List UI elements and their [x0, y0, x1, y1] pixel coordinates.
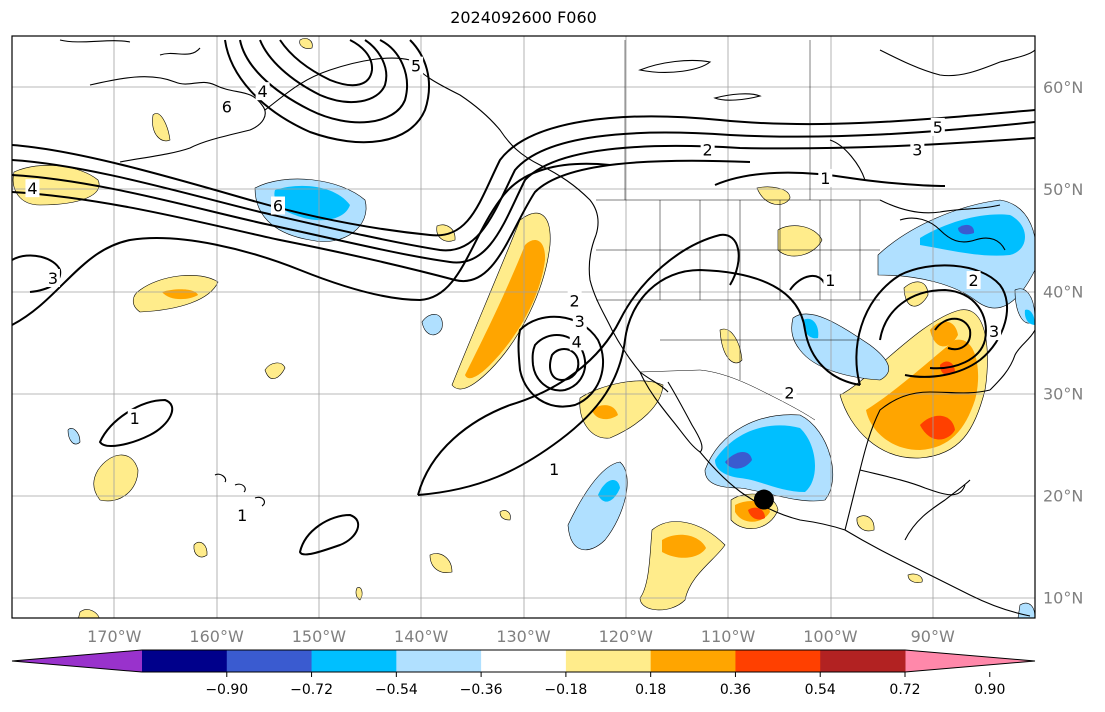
- contour-label: 4: [258, 82, 268, 101]
- contour-label-bg: [219, 97, 234, 116]
- contour-label-bg: [930, 117, 945, 136]
- contour-label: 1: [237, 506, 247, 525]
- colorbar-segment: [311, 650, 397, 672]
- contour-label-bg: [987, 322, 1002, 341]
- lat-label-40n: 40°N: [1043, 282, 1083, 301]
- contour-lines: [12, 39, 1035, 556]
- contour-label: 6: [222, 97, 232, 116]
- colorbar-tick-label: −0.18: [544, 682, 587, 698]
- longitude-labels: 170°W 160°W 150°W 140°W 130°W 120°W 110°W 100°W…: [87, 627, 955, 646]
- lon-label-110w: 110°W: [701, 627, 756, 646]
- contour-label: 3: [989, 322, 999, 341]
- lat-label-30n: 30°N: [1043, 384, 1083, 403]
- colorbar-tick-label: −0.54: [375, 682, 418, 698]
- contour-label-bg: [235, 505, 250, 524]
- contour-label-bg: [270, 196, 285, 215]
- lat-label-20n: 20°N: [1043, 486, 1083, 505]
- contour-label-bg: [782, 383, 797, 402]
- colorbar-extend-high: [905, 650, 1035, 672]
- colorbar-tick-label: 0.90: [974, 682, 1005, 698]
- shaded-negative-high: [725, 224, 975, 469]
- colorbar-tick-label: −0.90: [205, 682, 248, 698]
- contour-label: 3: [48, 269, 58, 288]
- contour-label: 1: [825, 271, 835, 290]
- contour-label: 1: [130, 409, 140, 428]
- lat-label-60n: 60°N: [1043, 78, 1083, 97]
- contour-label: 1: [549, 460, 559, 479]
- colorbar-tick-label: 0.36: [720, 682, 751, 698]
- colorbar-segment: [735, 650, 821, 672]
- colorbar-segment: [142, 650, 228, 672]
- contour-label-bg: [569, 332, 584, 351]
- colorbar-segment: [650, 650, 736, 672]
- lat-label-10n: 10°N: [1043, 589, 1083, 608]
- contour-label: 4: [27, 179, 37, 198]
- contour-label: 5: [411, 57, 421, 76]
- colorbar-extend-low: [12, 650, 142, 672]
- map-frame: [11, 35, 1036, 619]
- lon-label-120w: 120°W: [599, 627, 654, 646]
- colorbar-segment: [396, 650, 482, 672]
- contour-label: 3: [912, 140, 922, 159]
- storm-marker: [753, 489, 774, 510]
- map-title: 2024092600 F060: [450, 8, 597, 27]
- contour-label-bg: [572, 311, 587, 330]
- contour-label-bg: [818, 168, 833, 187]
- contour-label-bg: [25, 179, 40, 198]
- colorbar-tick-label: −0.36: [460, 682, 503, 698]
- contour-label: 5: [933, 118, 943, 137]
- contour-label-bg: [255, 82, 270, 101]
- contour-label: 2: [703, 140, 713, 159]
- political-borders: [596, 40, 880, 421]
- contour-label: 2: [969, 271, 979, 290]
- contour-label-bg: [910, 140, 925, 159]
- coastlines: [59, 39, 1035, 617]
- contour-label-bg: [127, 408, 142, 427]
- contour-label: 4: [572, 332, 582, 351]
- contour-label-bg: [45, 269, 60, 288]
- lon-label-150w: 150°W: [292, 627, 347, 646]
- lon-label-170w: 170°W: [87, 627, 142, 646]
- colorbar: −0.90 −0.72 −0.54 −0.36 −0.18 0.18 0.36 0.54 0.7…: [11, 649, 1036, 698]
- colorbar-tick-label: 0.54: [805, 682, 836, 698]
- contour-label-bg: [567, 291, 582, 310]
- lon-label-130w: 130°W: [496, 627, 551, 646]
- colorbar-tick-label: 0.72: [889, 682, 920, 698]
- contour-label-bg: [547, 459, 562, 478]
- colorbar-segment: [820, 650, 906, 672]
- contour-label: 6: [273, 197, 283, 216]
- contour-label-bg: [700, 140, 715, 159]
- colorbar-segment: [226, 650, 313, 672]
- contour-label: 2: [570, 291, 580, 310]
- colorbar-tick-label: 0.18: [635, 682, 666, 698]
- lon-label-140w: 140°W: [394, 627, 449, 646]
- colorbar-outline: [11, 649, 1036, 673]
- lat-label-50n: 50°N: [1043, 180, 1083, 199]
- contour-label: 2: [784, 383, 794, 402]
- contour-label-bg: [823, 271, 838, 290]
- contour-label: 1: [820, 169, 830, 188]
- lon-label-90w: 90°W: [911, 627, 955, 646]
- lon-label-160w: 160°W: [189, 627, 244, 646]
- lon-label-100w: 100°W: [803, 627, 858, 646]
- contour-label-bg: [409, 56, 424, 75]
- latitude-labels: 60°N 50°N 40°N 30°N 20°N 10°N: [1043, 78, 1083, 608]
- contour-label-bg: [966, 271, 981, 290]
- contour-label: 3: [575, 312, 585, 331]
- colorbar-segment: [565, 650, 652, 672]
- colorbar-segment: [481, 650, 567, 672]
- colorbar-tick-label: −0.72: [290, 682, 333, 698]
